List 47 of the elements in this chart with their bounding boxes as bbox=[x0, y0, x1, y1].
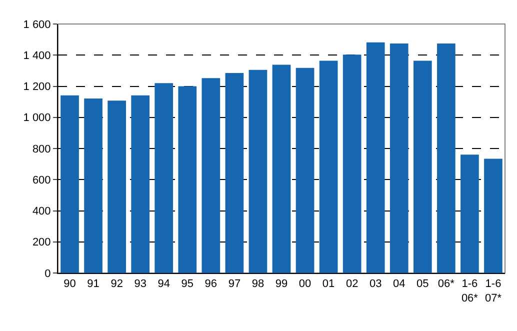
x-tick-label: 01 bbox=[322, 278, 335, 290]
x-tick-label: 05 bbox=[416, 278, 429, 290]
bar bbox=[319, 60, 338, 273]
x-tick-label: 91 bbox=[87, 278, 100, 290]
y-tick-label: 0 bbox=[44, 268, 51, 280]
x-tick-label: 1-6 07* bbox=[484, 278, 502, 304]
bar bbox=[225, 73, 244, 273]
x-tick-label: 90 bbox=[64, 278, 76, 290]
bar bbox=[296, 68, 314, 273]
y-tick-label: 1 600 bbox=[23, 18, 51, 31]
x-tick-label: 99 bbox=[275, 278, 288, 290]
bar bbox=[108, 100, 126, 273]
bar bbox=[154, 83, 174, 273]
bar bbox=[248, 70, 268, 273]
bar bbox=[60, 95, 79, 273]
bar bbox=[437, 43, 456, 273]
x-tick-label: 06* bbox=[438, 278, 456, 290]
x-tick-label: 04 bbox=[393, 278, 406, 290]
bar bbox=[131, 95, 150, 273]
y-tick-label: 400 bbox=[32, 206, 51, 218]
x-tick-label: 02 bbox=[346, 278, 358, 290]
bar bbox=[202, 78, 220, 273]
y-tick-label: 1 000 bbox=[23, 112, 51, 124]
x-tick-label: 96 bbox=[204, 278, 218, 290]
bar bbox=[178, 86, 197, 273]
bar bbox=[390, 43, 408, 273]
bar bbox=[272, 64, 291, 273]
x-tick-label: 93 bbox=[134, 278, 146, 290]
x-tick-label: 00 bbox=[298, 278, 312, 290]
y-tick-label: 800 bbox=[32, 143, 51, 156]
x-tick-label: 95 bbox=[181, 278, 194, 290]
x-tick-label: 97 bbox=[228, 278, 241, 290]
x-tick-label: 94 bbox=[158, 278, 170, 290]
x-tick-label: 03 bbox=[369, 278, 382, 290]
y-tick-label: 1 200 bbox=[23, 81, 51, 94]
bar bbox=[342, 54, 362, 273]
x-tick-label: 1-6 06* bbox=[461, 278, 479, 304]
x-tick-label: 92 bbox=[110, 278, 123, 290]
y-tick-label: 200 bbox=[32, 236, 51, 249]
y-tick-label: 600 bbox=[32, 174, 51, 186]
bar bbox=[366, 42, 385, 273]
bar bbox=[413, 60, 432, 273]
y-tick-label: 1 400 bbox=[23, 50, 51, 62]
x-tick-label: 98 bbox=[252, 278, 264, 290]
bar bbox=[484, 158, 502, 273]
bar bbox=[84, 98, 102, 273]
bar bbox=[460, 154, 479, 273]
